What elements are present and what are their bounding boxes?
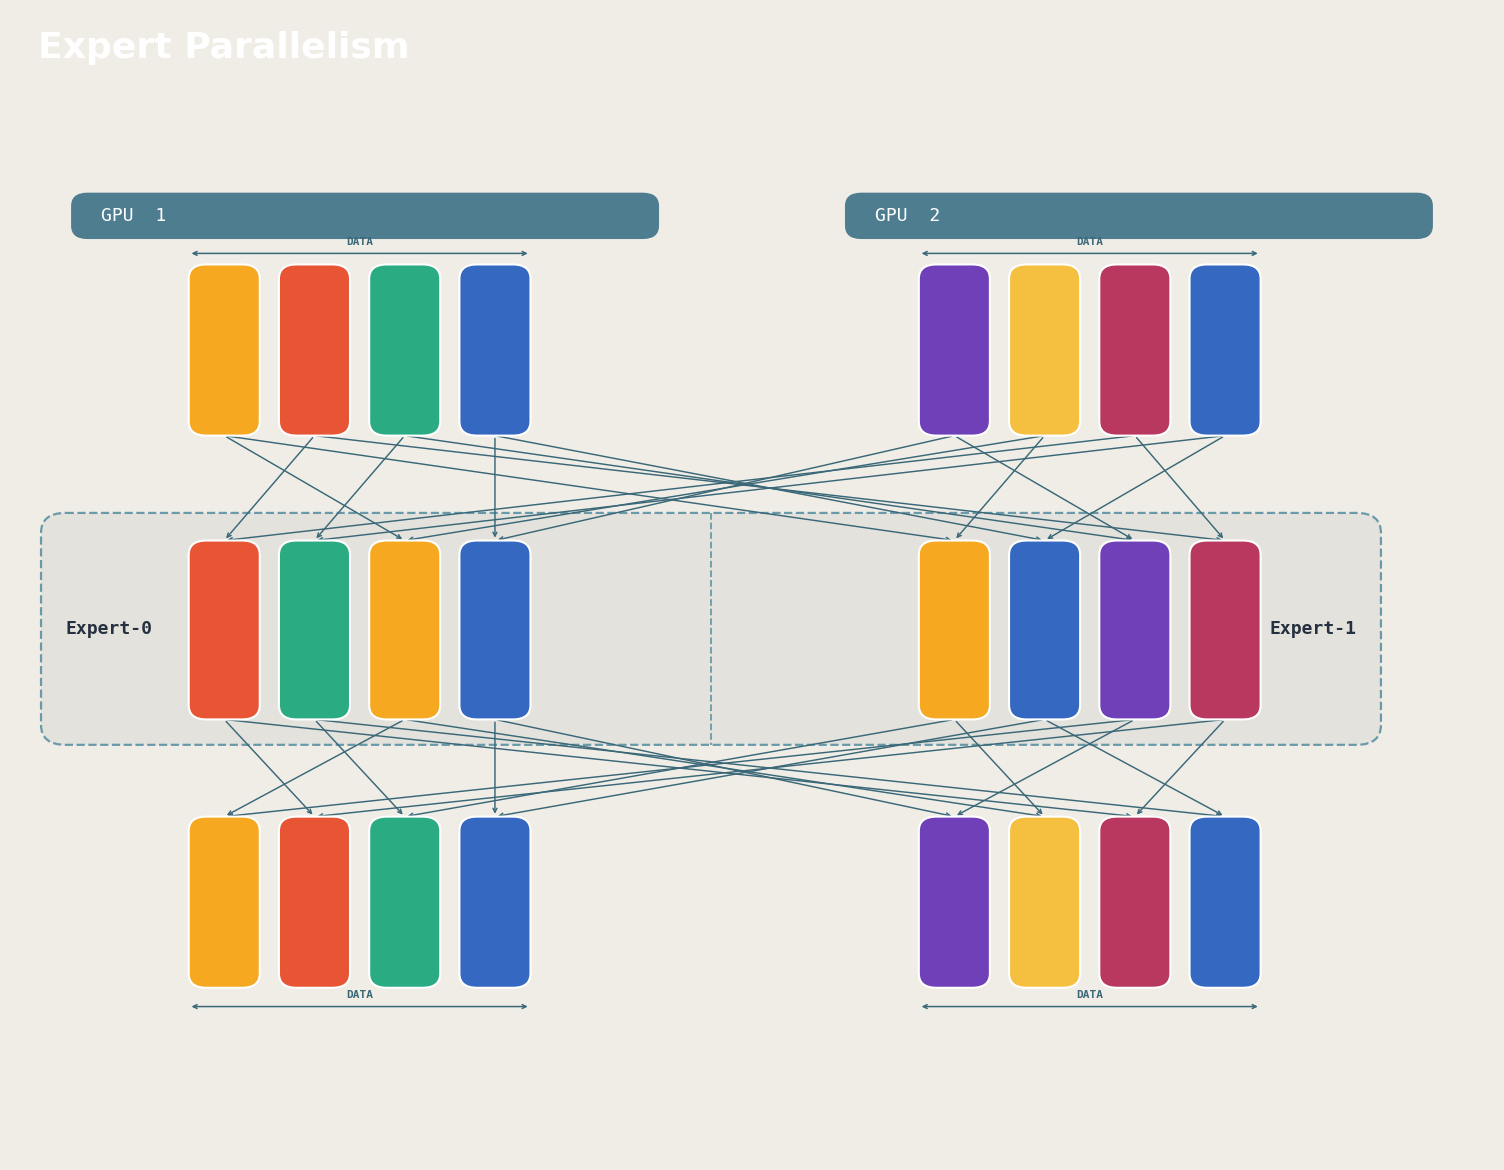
- FancyBboxPatch shape: [1190, 541, 1260, 720]
- Text: GPU  1: GPU 1: [101, 207, 167, 225]
- FancyBboxPatch shape: [1009, 817, 1080, 987]
- FancyBboxPatch shape: [41, 512, 1381, 745]
- FancyBboxPatch shape: [1009, 264, 1080, 435]
- FancyBboxPatch shape: [368, 264, 441, 435]
- FancyBboxPatch shape: [919, 264, 990, 435]
- FancyBboxPatch shape: [71, 193, 659, 239]
- Text: DATA: DATA: [346, 236, 373, 247]
- Text: GPU  2: GPU 2: [875, 207, 940, 225]
- FancyBboxPatch shape: [845, 193, 1433, 239]
- FancyBboxPatch shape: [459, 264, 531, 435]
- FancyBboxPatch shape: [278, 264, 350, 435]
- Text: DATA: DATA: [346, 990, 373, 1000]
- FancyBboxPatch shape: [368, 541, 441, 720]
- FancyBboxPatch shape: [188, 817, 260, 987]
- FancyBboxPatch shape: [459, 541, 531, 720]
- Text: Expert-1: Expert-1: [1269, 620, 1357, 638]
- FancyBboxPatch shape: [188, 541, 260, 720]
- Text: DATA: DATA: [1077, 990, 1104, 1000]
- FancyBboxPatch shape: [278, 817, 350, 987]
- FancyBboxPatch shape: [1190, 817, 1260, 987]
- FancyBboxPatch shape: [1099, 817, 1170, 987]
- Text: Expert-0: Expert-0: [66, 620, 152, 638]
- FancyBboxPatch shape: [368, 817, 441, 987]
- FancyBboxPatch shape: [188, 264, 260, 435]
- FancyBboxPatch shape: [1099, 541, 1170, 720]
- FancyBboxPatch shape: [919, 541, 990, 720]
- FancyBboxPatch shape: [919, 817, 990, 987]
- FancyBboxPatch shape: [1190, 264, 1260, 435]
- FancyBboxPatch shape: [1009, 541, 1080, 720]
- Text: Expert Parallelism: Expert Parallelism: [38, 32, 409, 66]
- FancyBboxPatch shape: [1099, 264, 1170, 435]
- Text: DATA: DATA: [1077, 236, 1104, 247]
- FancyBboxPatch shape: [278, 541, 350, 720]
- FancyBboxPatch shape: [459, 817, 531, 987]
